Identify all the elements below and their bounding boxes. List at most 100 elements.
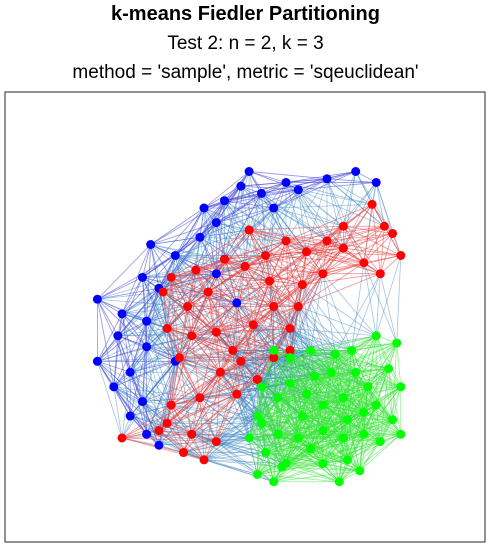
graph-edge-829 (166, 328, 172, 406)
graph-edge-790 (166, 277, 172, 329)
node-point-117 (273, 429, 283, 439)
graph-edge-704 (232, 280, 270, 351)
graph-edge-493 (158, 393, 238, 446)
graph-edge-1012 (183, 452, 258, 475)
graph-edge-65 (326, 178, 344, 249)
node-point-38 (302, 247, 311, 257)
graph-edge-618 (248, 229, 307, 253)
node-point-83 (363, 382, 373, 392)
graph-edge-873 (199, 332, 217, 398)
graph-edge-498 (216, 240, 287, 275)
graph-edge-1130 (236, 357, 291, 395)
graph-edge-684 (191, 266, 246, 336)
node-point-87 (269, 345, 279, 355)
node-point-48 (375, 269, 385, 279)
graph-edge-90 (150, 207, 205, 245)
graph-edge-1207 (240, 306, 299, 362)
node-point-72 (252, 375, 262, 385)
graph-edge-780 (166, 269, 197, 329)
graph-edge-965 (199, 397, 258, 417)
node-point-96 (359, 429, 369, 439)
node-point-33 (379, 221, 389, 231)
node-point-103 (244, 433, 254, 443)
graph-edge-290 (97, 313, 123, 362)
node-point-23 (92, 356, 102, 366)
graph-edge-1092 (289, 328, 344, 399)
graph-edge-1023 (203, 437, 250, 461)
graph-edge-202 (121, 244, 152, 315)
graph-edge-1080 (261, 306, 275, 387)
graph-edge-1066 (191, 422, 262, 435)
graph-edge-982 (171, 404, 250, 439)
graph-edge-200 (150, 244, 160, 289)
graph-edge-1516 (334, 353, 365, 435)
graph-edge-69 (273, 171, 356, 209)
graph-edge-622 (306, 251, 324, 274)
graph-edge-629 (252, 251, 307, 326)
graph-edge-0 (248, 171, 287, 183)
graph-edge-737 (322, 262, 365, 275)
graph-edge-635 (285, 240, 303, 285)
graph-edge-1129 (236, 350, 311, 395)
graph-edge-396 (97, 360, 131, 373)
graph-edge-1108 (252, 324, 258, 380)
node-point-13 (146, 240, 156, 249)
node-point-2 (293, 185, 303, 195)
graph-edge-430 (113, 386, 160, 446)
graph-edge-163 (150, 236, 200, 245)
graph-edge-733 (302, 284, 336, 355)
node-point-80 (392, 338, 402, 348)
graph-edge-196 (187, 222, 217, 307)
graph-edge-883 (216, 306, 299, 333)
graph-edge-302 (121, 291, 164, 315)
graph-edge-583 (326, 240, 401, 256)
graph-edge-899 (232, 349, 274, 359)
graph-edge-324 (146, 291, 164, 322)
node-point-43 (265, 276, 275, 286)
graph-edge-1294 (351, 342, 397, 351)
graph-edge-1513 (334, 353, 356, 373)
node-point-120 (302, 389, 311, 399)
node-point-97 (338, 433, 348, 443)
graph-edge-670 (195, 229, 250, 271)
graph-edge-1725 (277, 371, 332, 399)
graph-edge-277 (97, 299, 119, 336)
graph-edge-257 (146, 288, 160, 347)
node-point-85 (306, 345, 316, 355)
node-point-95 (375, 437, 385, 447)
graph-edge-1210 (240, 357, 291, 362)
graph-edge-351 (146, 328, 168, 347)
node-point-37 (322, 236, 332, 246)
graph-edge-563 (371, 204, 381, 274)
graph-edge-440 (113, 386, 123, 439)
graph-edge-1754 (257, 415, 299, 439)
graph-edge-1736 (261, 386, 324, 406)
graph-edge-1704 (302, 350, 352, 417)
graph-edge-641 (195, 240, 287, 271)
graph-edge-327 (97, 335, 119, 362)
graph-edge-70 (355, 171, 373, 205)
graph-edge-1719 (277, 397, 348, 461)
graph-edge-771 (215, 259, 225, 333)
graph-edge-1316 (351, 349, 389, 369)
graph-edge-1034 (215, 379, 258, 442)
graph-edge-1040 (215, 386, 262, 442)
graph-edge-261 (158, 273, 217, 289)
graph-edge-880 (216, 331, 274, 359)
graph-edge-428 (113, 386, 131, 417)
graph-edge-454 (142, 401, 217, 442)
node-point-71 (232, 389, 242, 399)
node-point-82 (396, 382, 406, 392)
node-point-108 (281, 459, 291, 468)
graph-edge-380 (174, 361, 201, 399)
graph-edge-1053 (191, 379, 258, 435)
graph-edge-210 (150, 244, 209, 293)
graph-edge-608 (269, 240, 328, 282)
graph-edge-734 (302, 284, 352, 351)
node-point-60 (195, 393, 205, 403)
node-point-28 (142, 429, 152, 439)
graph-edge-339 (117, 291, 164, 337)
graph-edge-1873 (347, 412, 365, 460)
graph-edge-661 (265, 255, 291, 329)
graph-edge-1081 (273, 306, 352, 351)
